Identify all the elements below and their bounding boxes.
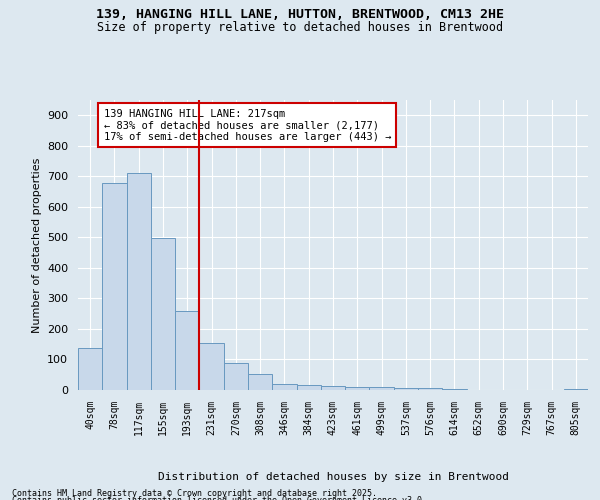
Text: Contains HM Land Registry data © Crown copyright and database right 2025.: Contains HM Land Registry data © Crown c… xyxy=(12,489,377,498)
Bar xyxy=(199,344,224,390)
Bar xyxy=(370,387,394,390)
Bar xyxy=(418,388,442,390)
Bar xyxy=(442,389,467,390)
Bar xyxy=(151,238,175,390)
Bar xyxy=(394,388,418,390)
Text: Distribution of detached houses by size in Brentwood: Distribution of detached houses by size … xyxy=(158,472,509,482)
Text: 139, HANGING HILL LANE, HUTTON, BRENTWOOD, CM13 2HE: 139, HANGING HILL LANE, HUTTON, BRENTWOO… xyxy=(96,8,504,20)
Bar xyxy=(127,174,151,390)
Bar xyxy=(321,386,345,390)
Text: 139 HANGING HILL LANE: 217sqm
← 83% of detached houses are smaller (2,177)
17% o: 139 HANGING HILL LANE: 217sqm ← 83% of d… xyxy=(104,108,391,142)
Bar xyxy=(78,348,102,390)
Bar xyxy=(248,374,272,390)
Text: Contains public sector information licensed under the Open Government Licence v3: Contains public sector information licen… xyxy=(12,496,427,500)
Text: Size of property relative to detached houses in Brentwood: Size of property relative to detached ho… xyxy=(97,21,503,34)
Bar xyxy=(296,385,321,390)
Bar xyxy=(175,311,199,390)
Bar xyxy=(272,384,296,390)
Bar xyxy=(345,387,370,390)
Bar xyxy=(224,364,248,390)
Y-axis label: Number of detached properties: Number of detached properties xyxy=(32,158,41,332)
Bar xyxy=(102,182,127,390)
